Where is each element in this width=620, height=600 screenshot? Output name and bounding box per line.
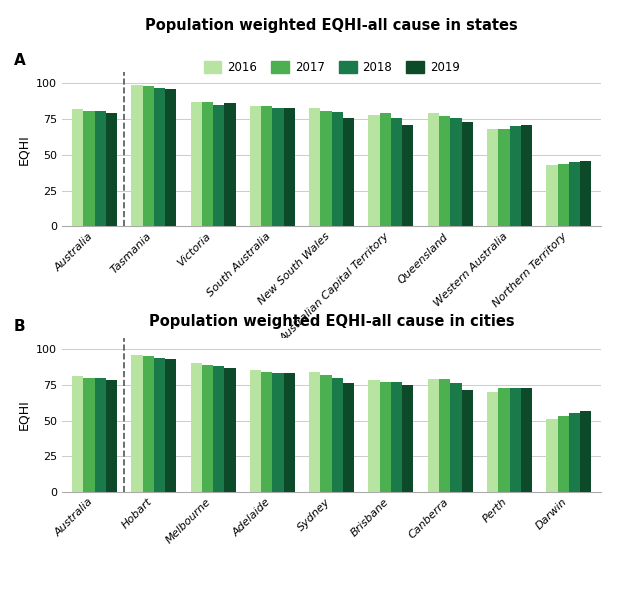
Bar <box>95 110 106 226</box>
Bar <box>321 110 332 226</box>
Bar <box>165 359 177 492</box>
Bar <box>439 379 450 492</box>
Bar <box>131 85 143 226</box>
Bar <box>428 379 439 492</box>
Bar <box>461 391 473 492</box>
Bar <box>546 165 557 226</box>
Bar <box>368 380 379 492</box>
Bar <box>190 102 202 226</box>
Text: A: A <box>14 53 25 68</box>
Y-axis label: EQHI: EQHI <box>17 134 30 164</box>
Bar <box>165 89 177 226</box>
Bar <box>309 372 321 492</box>
Bar <box>546 419 557 492</box>
Bar <box>190 364 202 492</box>
Bar <box>143 86 154 226</box>
Bar <box>224 103 236 226</box>
Bar <box>379 113 391 226</box>
Bar <box>391 118 402 226</box>
Bar <box>83 110 95 226</box>
Bar <box>498 129 510 226</box>
Y-axis label: EQHI: EQHI <box>17 400 30 430</box>
Bar <box>391 382 402 492</box>
Bar <box>154 88 165 226</box>
Bar <box>379 382 391 492</box>
Bar <box>106 113 117 226</box>
Bar <box>250 106 261 226</box>
Bar <box>439 116 450 226</box>
Bar <box>487 392 498 492</box>
Title: Population weighted EQHI-all cause in states: Population weighted EQHI-all cause in st… <box>145 19 518 34</box>
Bar <box>321 375 332 492</box>
Bar <box>213 105 224 226</box>
Bar <box>569 413 580 492</box>
Bar <box>83 377 95 492</box>
Bar <box>261 372 272 492</box>
Bar <box>521 125 532 226</box>
Bar <box>343 118 354 226</box>
Bar <box>510 127 521 226</box>
Bar <box>72 109 83 226</box>
Bar <box>272 373 284 492</box>
Bar <box>284 108 295 226</box>
Bar <box>213 366 224 492</box>
Bar <box>202 365 213 492</box>
Bar <box>224 368 236 492</box>
Bar <box>106 380 117 492</box>
Bar <box>284 373 295 492</box>
Bar <box>368 115 379 226</box>
Bar <box>498 388 510 492</box>
Bar <box>309 108 321 226</box>
Bar <box>557 164 569 226</box>
Bar <box>143 356 154 492</box>
Bar <box>261 106 272 226</box>
Bar <box>332 377 343 492</box>
Bar <box>202 102 213 226</box>
Bar <box>343 383 354 492</box>
Bar <box>154 358 165 492</box>
Bar <box>272 108 284 226</box>
Bar <box>580 410 591 492</box>
Bar <box>521 388 532 492</box>
Bar <box>569 162 580 226</box>
Bar <box>487 129 498 226</box>
Bar <box>450 118 461 226</box>
Bar <box>72 376 83 492</box>
Bar <box>131 355 143 492</box>
Bar <box>402 385 414 492</box>
Bar <box>557 416 569 492</box>
Title: Population weighted EQHI-all cause in cities: Population weighted EQHI-all cause in ci… <box>149 314 515 329</box>
Bar <box>250 370 261 492</box>
Bar <box>402 125 414 226</box>
Bar <box>580 161 591 226</box>
Bar <box>428 113 439 226</box>
Bar <box>95 377 106 492</box>
Bar <box>510 388 521 492</box>
Bar <box>450 383 461 492</box>
Bar <box>332 112 343 226</box>
Bar <box>461 122 473 226</box>
Legend: 2016, 2017, 2018, 2019: 2016, 2017, 2018, 2019 <box>199 56 464 79</box>
Text: B: B <box>14 319 25 334</box>
